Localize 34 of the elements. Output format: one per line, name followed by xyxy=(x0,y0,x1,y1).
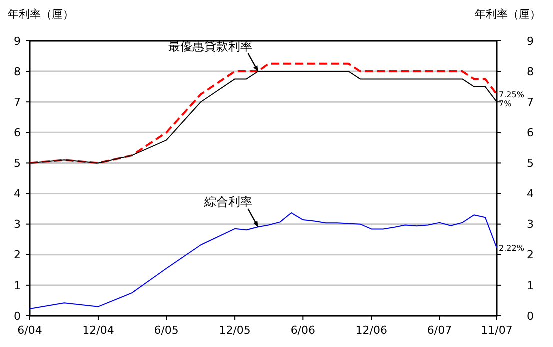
annotation: 7% xyxy=(499,99,512,108)
x-tick-label: 6/05 xyxy=(154,324,179,337)
y2-tick-label: 1 xyxy=(527,279,534,292)
y-tick-label: 7 xyxy=(14,96,21,109)
annotation: 7.25% xyxy=(499,90,525,100)
annotation: 綜合利率 xyxy=(203,195,252,210)
x-tick-label: 6/06 xyxy=(290,324,316,337)
y2-tick-label: 0 xyxy=(527,310,534,323)
y2-tick-label: 4 xyxy=(527,188,534,201)
x-tick-label: 12/05 xyxy=(219,324,251,337)
x-tick-label: 12/04 xyxy=(82,324,114,337)
x-tick-label: 11/07 xyxy=(481,324,513,337)
y-tick-label: 6 xyxy=(14,126,21,140)
x-tick-label: 6/04 xyxy=(18,324,42,337)
y2-axis-title: 年利率（厘） xyxy=(475,8,541,21)
y2-tick-label: 9 xyxy=(527,34,534,48)
y2-tick-label: 7 xyxy=(527,96,534,109)
y2-tick-label: 3 xyxy=(527,218,534,232)
y2-tick-label: 2 xyxy=(527,248,534,262)
x-tick-label: 6/07 xyxy=(427,324,452,337)
y-tick-label: 4 xyxy=(14,188,21,201)
y2-tick-label: 8 xyxy=(527,65,534,78)
y-tick-label: 3 xyxy=(14,218,21,232)
x-tick-label: 12/06 xyxy=(356,324,388,337)
y-tick-label: 5 xyxy=(14,157,21,170)
y-tick-label: 2 xyxy=(14,248,21,262)
y-tick-label: 9 xyxy=(14,34,21,48)
annotation: 2.22% xyxy=(499,244,525,253)
y-axis-title: 年利率（厘） xyxy=(8,8,74,21)
y2-tick-label: 5 xyxy=(527,157,534,170)
y-tick-label: 1 xyxy=(14,279,21,292)
y2-tick-label: 6 xyxy=(527,126,534,140)
y-tick-label: 0 xyxy=(14,310,21,323)
y-tick-label: 8 xyxy=(14,65,21,78)
